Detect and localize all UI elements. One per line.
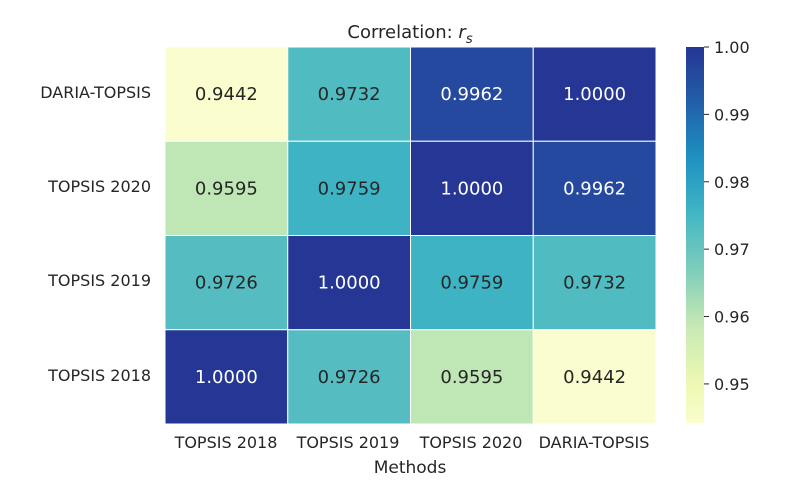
x-axis-ticks: TOPSIS 2018 TOPSIS 2019 TOPSIS 2020 DARI… — [174, 433, 650, 452]
heatmap-cell-label: 1.0000 — [440, 178, 503, 199]
colorbar-tick-label: 0.95 — [714, 375, 750, 394]
heatmap-cell-label: 0.9442 — [195, 84, 258, 105]
x-tick-label: TOPSIS 2019 — [296, 433, 400, 452]
heatmap-cells: 0.9442 0.9732 0.9962 1.0000 0.9595 0.9759 1.00… — [164, 46, 657, 425]
heatmap-cell — [164, 46, 289, 142]
heatmap-cell-label: 0.9595 — [440, 367, 503, 388]
heatmap-cell — [164, 235, 289, 331]
colorbar-tick-label: 0.97 — [714, 240, 750, 259]
y-tick-label: TOPSIS 2018 — [47, 366, 151, 385]
chart-title-symbol: r — [458, 22, 467, 43]
colorbar — [686, 47, 704, 423]
colorbar-ticks: 0.95 0.96 0.97 0.98 0.99 1.00 — [704, 38, 750, 394]
heatmap-cell-label: 0.9726 — [195, 273, 258, 294]
colorbar-tick-label: 0.98 — [714, 173, 750, 192]
chart-title-subscript: s — [466, 32, 473, 47]
heatmap-cell-label: 0.9595 — [195, 178, 258, 199]
x-tick-label: TOPSIS 2018 — [174, 433, 278, 452]
heatmap-cell — [532, 329, 657, 425]
x-tick-label: TOPSIS 2020 — [419, 433, 523, 452]
colorbar-tick-label: 0.99 — [714, 105, 750, 124]
heatmap-cell-label: 0.9732 — [318, 84, 381, 105]
colorbar-tick-label: 0.96 — [714, 308, 750, 327]
y-axis-ticks: DARIA-TOPSIS TOPSIS 2020 TOPSIS 2019 TOP… — [40, 83, 151, 385]
chart-title-prefix: Correlation: — [347, 22, 458, 43]
x-axis-label: Methods — [374, 458, 447, 478]
heatmap-cell — [287, 46, 411, 142]
y-tick-label: TOPSIS 2020 — [47, 177, 151, 196]
heatmap-cell-label: 0.9442 — [563, 367, 626, 388]
heatmap-cell-label: 0.9759 — [440, 273, 503, 294]
heatmap-cell-label: 1.0000 — [195, 367, 258, 388]
heatmap-cell — [532, 235, 657, 331]
heatmap-cell-label: 1.0000 — [563, 84, 626, 105]
y-tick-label: DARIA-TOPSIS — [40, 83, 151, 102]
heatmap-cell-label: 1.0000 — [318, 273, 381, 294]
heatmap-cell-label: 0.9962 — [563, 178, 626, 199]
heatmap-cell — [287, 235, 411, 331]
heatmap-cell — [532, 140, 657, 236]
heatmap-cell-label: 0.9726 — [318, 367, 381, 388]
colorbar-tick-label: 1.00 — [714, 38, 750, 57]
heatmap-cell-label: 0.9962 — [440, 84, 503, 105]
y-tick-label: TOPSIS 2019 — [47, 271, 151, 290]
heatmap-cell — [410, 235, 534, 331]
heatmap-cell — [410, 329, 534, 425]
chart-title: Correlation: rs — [347, 22, 472, 47]
heatmap-cell-label: 0.9732 — [563, 273, 626, 294]
heatmap-cell-label: 0.9759 — [318, 178, 381, 199]
x-tick-label: DARIA-TOPSIS — [539, 433, 650, 452]
heatmap-cell — [164, 329, 289, 425]
